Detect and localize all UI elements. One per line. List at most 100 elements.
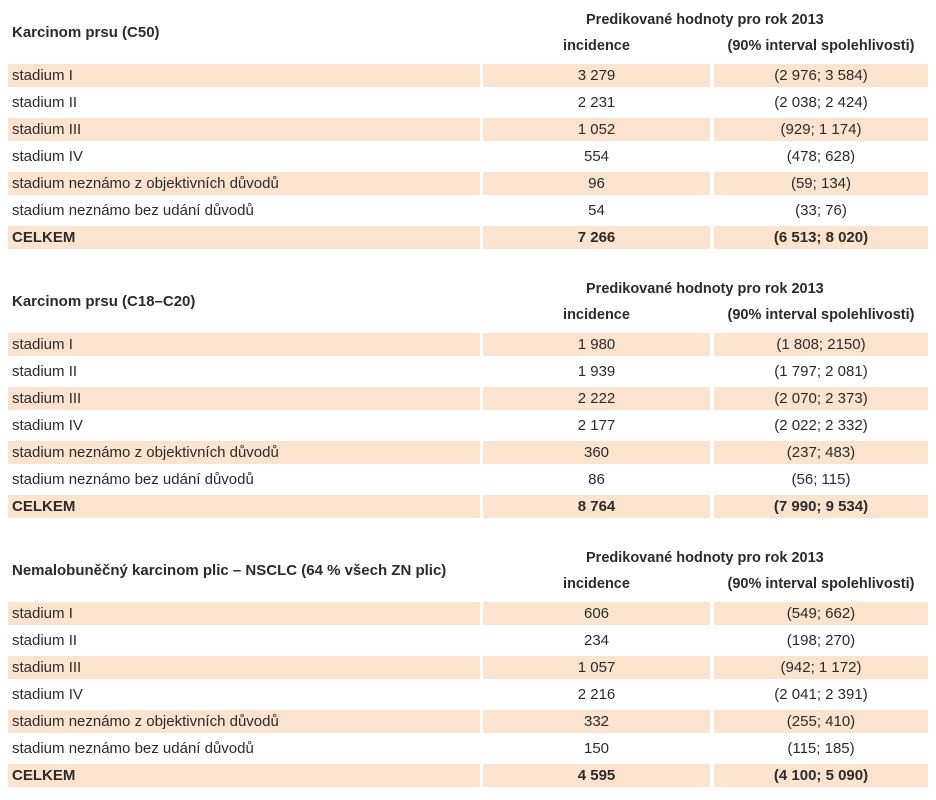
table-row: stadium III 1 057 (942; 1 172): [8, 654, 928, 681]
row-label: CELKEM: [8, 495, 480, 518]
row-label: CELKEM: [8, 226, 480, 249]
row-interval: (7 990; 9 534): [714, 495, 928, 518]
table-row: stadium IV 554 (478; 628): [8, 143, 928, 170]
table-row: stadium IV 2 177 (2 022; 2 332): [8, 412, 928, 439]
table-row-total: CELKEM 4 595 (4 100; 5 090): [8, 762, 928, 789]
column-header-interval: (90% interval spolehlivosti): [727, 576, 915, 592]
row-interval: (1 808; 2150): [714, 333, 928, 356]
column-header-incidence: incidence: [563, 576, 630, 592]
row-label: stadium II: [12, 632, 78, 649]
row-incidence: 2 216: [577, 686, 616, 703]
row-interval: (2 976; 3 584): [714, 64, 928, 87]
table-row: stadium neznámo bez udání důvodů 86 (56;…: [8, 466, 928, 493]
column-header-interval: (90% interval spolehlivosti): [727, 38, 915, 54]
row-label: stadium IV: [12, 417, 83, 434]
row-incidence: 4 595: [483, 764, 710, 787]
row-incidence: 2 222: [483, 387, 710, 410]
table-title: Karcinom prsu (C50): [12, 24, 160, 41]
row-interval: (255; 410): [714, 710, 928, 733]
table-row: stadium neznámo z objektivních důvodů 96…: [8, 170, 928, 197]
table-row: stadium III 1 052 (929; 1 174): [8, 116, 928, 143]
table-row: stadium neznámo z objektivních důvodů 33…: [8, 708, 928, 735]
row-interval: (1 797; 2 081): [774, 363, 868, 380]
row-label: stadium neznámo z objektivních důvodů: [8, 710, 480, 733]
table-row: stadium II 234 (198; 270): [8, 627, 928, 654]
table-row: stadium I 3 279 (2 976; 3 584): [8, 62, 928, 89]
row-incidence: 3 279: [483, 64, 710, 87]
table-row-total: CELKEM 8 764 (7 990; 9 534): [8, 493, 928, 520]
row-label: stadium neznámo z objektivních důvodů: [8, 441, 480, 464]
row-interval: (115; 185): [787, 740, 855, 757]
column-header-interval: (90% interval spolehlivosti): [727, 307, 915, 323]
row-incidence: 606: [483, 602, 710, 625]
row-incidence: 360: [483, 441, 710, 464]
row-interval: (549; 662): [714, 602, 928, 625]
table-row: stadium I 1 980 (1 808; 2150): [8, 331, 928, 358]
row-label: stadium IV: [12, 148, 83, 165]
row-interval: (59; 134): [714, 172, 928, 195]
row-label: stadium II: [12, 363, 78, 380]
table-title: Karcinom prsu (C18–C20): [12, 293, 196, 310]
table-header: Karcinom prsu (C18–C20) Predikované hodn…: [8, 277, 928, 331]
row-interval: (2 041; 2 391): [774, 686, 868, 703]
table-nsclc: Nemalobuněčný karcinom plic – NSCLC (64 …: [8, 546, 928, 789]
row-label: stadium III: [8, 118, 480, 141]
table-header: Karcinom prsu (C50) Predikované hodnoty …: [8, 8, 928, 62]
row-interval: (929; 1 174): [714, 118, 928, 141]
column-header-incidence: incidence: [563, 38, 630, 54]
row-incidence: 234: [583, 632, 610, 649]
table-row: stadium neznámo z objektivních důvodů 36…: [8, 439, 928, 466]
table-row: stadium III 2 222 (2 070; 2 373): [8, 385, 928, 412]
row-interval: (6 513; 8 020): [714, 226, 928, 249]
table-row: stadium IV 2 216 (2 041; 2 391): [8, 681, 928, 708]
row-incidence: 2 231: [577, 94, 616, 111]
row-label: stadium I: [8, 602, 480, 625]
table-title: Nemalobuněčný karcinom plic – NSCLC (64 …: [12, 562, 447, 579]
row-interval: (2 038; 2 424): [774, 94, 868, 111]
row-interval: (56; 115): [791, 471, 851, 488]
table-c50: Karcinom prsu (C50) Predikované hodnoty …: [8, 8, 928, 251]
row-incidence: 54: [588, 202, 605, 219]
column-header-incidence: incidence: [563, 307, 630, 323]
row-label: stadium I: [8, 64, 480, 87]
table-row: stadium II 2 231 (2 038; 2 424): [8, 89, 928, 116]
row-label: stadium III: [8, 387, 480, 410]
row-incidence: 150: [583, 740, 610, 757]
row-interval: (2 070; 2 373): [714, 387, 928, 410]
row-interval: (4 100; 5 090): [714, 764, 928, 787]
row-interval: (942; 1 172): [714, 656, 928, 679]
row-label: stadium IV: [12, 686, 83, 703]
row-label: stadium neznámo bez udání důvodů: [12, 740, 254, 757]
row-label: stadium neznámo z objektivních důvodů: [8, 172, 480, 195]
row-interval: (33; 76): [795, 202, 847, 219]
row-interval: (2 022; 2 332): [774, 417, 868, 434]
row-label: stadium II: [12, 94, 78, 111]
row-incidence: 8 764: [483, 495, 710, 518]
row-label: stadium III: [8, 656, 480, 679]
table-header: Nemalobuněčný karcinom plic – NSCLC (64 …: [8, 546, 928, 600]
predicted-header: Predikované hodnoty pro rok 2013: [586, 550, 824, 566]
row-incidence: 1 052: [483, 118, 710, 141]
predicted-header: Predikované hodnoty pro rok 2013: [586, 281, 824, 297]
table-row-total: CELKEM 7 266 (6 513; 8 020): [8, 224, 928, 251]
row-incidence: 332: [483, 710, 710, 733]
row-incidence: 554: [583, 148, 610, 165]
row-incidence: 86: [588, 471, 605, 488]
row-incidence: 96: [483, 172, 710, 195]
table-row: stadium neznámo bez udání důvodů 54 (33;…: [8, 197, 928, 224]
row-incidence: 1 980: [483, 333, 710, 356]
row-interval: (237; 483): [714, 441, 928, 464]
table-c18-c20: Karcinom prsu (C18–C20) Predikované hodn…: [8, 277, 928, 520]
row-incidence: 1 057: [483, 656, 710, 679]
table-row: stadium neznámo bez udání důvodů 150 (11…: [8, 735, 928, 762]
row-incidence: 2 177: [577, 417, 616, 434]
row-incidence: 7 266: [483, 226, 710, 249]
row-interval: (198; 270): [786, 632, 856, 649]
row-label: stadium neznámo bez udání důvodů: [12, 471, 254, 488]
predicted-header: Predikované hodnoty pro rok 2013: [586, 12, 824, 28]
table-row: stadium I 606 (549; 662): [8, 600, 928, 627]
row-label: stadium neznámo bez udání důvodů: [12, 202, 254, 219]
row-interval: (478; 628): [786, 148, 856, 165]
row-label: stadium I: [8, 333, 480, 356]
row-incidence: 1 939: [577, 363, 616, 380]
